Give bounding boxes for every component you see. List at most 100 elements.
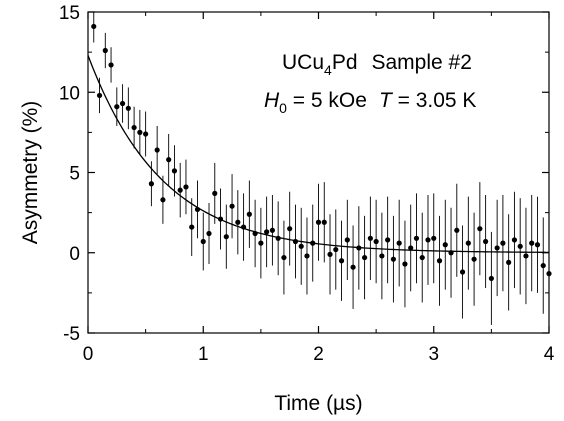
data-point [327,251,333,257]
conditions-annotation: H0 = 5 kOe T = 3.05 K [264,89,476,116]
data-point [459,269,466,275]
data-point [131,124,137,131]
x-axis: 0 1 2 3 4 [83,12,555,365]
x-tick-label: 2 [313,344,324,365]
field-symbol: H [264,89,280,112]
data-point [200,238,206,245]
data-point [264,229,270,235]
data-point [523,253,529,259]
y-tick-label: 0 [69,244,80,265]
x-tick-label: 1 [198,344,209,365]
data-point [177,187,183,193]
data-point [373,238,379,245]
data-point [171,168,178,174]
data-point [477,226,483,232]
x-tick-label: 4 [544,344,555,365]
sample-number: Sample #2 [372,51,472,74]
data-point [235,219,241,225]
data-point [408,245,414,251]
data-point [137,129,143,135]
data-point [534,242,541,248]
data-point [102,47,108,54]
data-point [436,258,443,264]
data-point [287,226,293,232]
data-point [212,190,218,196]
data-point [494,245,500,251]
data-point [269,227,275,233]
data-point [108,62,114,68]
data-points [91,23,552,282]
data-point [229,203,235,209]
data-point [96,92,103,99]
compound-tail: Pd [332,51,358,74]
data-point [483,238,489,245]
y-tick-label: 5 [69,164,80,185]
data-point [298,243,304,249]
x-tick-label: 0 [83,344,94,365]
data-point [338,258,345,264]
temperature-value: = 3.05 K [392,89,477,112]
y-axis-label: Asymmetry (%) [19,101,42,245]
data-point [465,240,471,246]
y-tick-label: 15 [59,3,80,24]
y-tick-label: 10 [59,83,80,104]
data-point [350,264,356,270]
x-tick-label: 3 [428,344,439,365]
compound-main: UCu [282,51,324,74]
data-point [206,230,212,237]
data-point [223,234,229,240]
data-point [390,256,397,262]
data-point [454,227,460,233]
data-point [315,219,322,225]
data-point [540,262,546,269]
data-point [183,184,189,190]
data-point [413,235,420,241]
fit-curve [87,55,550,253]
data-point [362,254,368,261]
data-point [114,104,120,110]
data-point [258,240,264,246]
data-point [367,235,373,241]
data-point [402,261,408,267]
y-axis: -5 0 5 10 15 [59,3,549,345]
data-point [344,237,350,243]
data-point [143,131,149,137]
data-point [419,254,425,261]
data-point [119,100,126,107]
data-point [321,219,327,225]
data-point [304,253,310,259]
y-tick-label: -5 [63,324,80,345]
data-point [546,271,552,277]
data-point [511,237,518,243]
data-point [379,253,385,259]
x-axis-label: Time (µs) [274,392,362,415]
data-point [529,240,535,246]
data-point [517,243,523,249]
data-point [442,242,448,248]
data-point [154,147,160,153]
compound-subscript: 4 [324,62,332,78]
data-point [281,254,287,261]
temperature-symbol: T [379,89,394,112]
data-point [431,235,437,241]
data-point [500,240,506,246]
data-point [125,105,131,111]
data-point [333,246,339,253]
data-point [148,181,154,187]
data-point [189,224,195,230]
data-point [506,259,512,265]
data-point [471,256,477,262]
field-value: = 5 kOe [287,89,367,112]
data-point [425,237,431,243]
data-point [385,237,391,243]
data-point [246,211,252,217]
data-point [91,23,97,30]
sample-annotation: UCu4Pd Sample #2 [282,51,472,78]
data-point [396,240,402,246]
data-point [166,157,172,163]
field-subscript: 0 [279,100,287,116]
data-point [160,197,166,203]
data-point [488,275,494,282]
